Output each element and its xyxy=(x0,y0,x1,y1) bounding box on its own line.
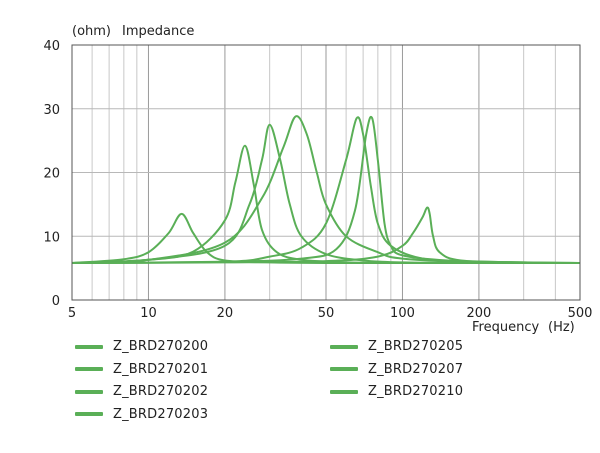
x-tick-label: 100 xyxy=(390,306,415,321)
series-lines xyxy=(71,115,581,265)
tick-labels: 5 10 20 50 100 200 500 0 10 20 30 40 xyxy=(43,39,592,321)
chart-title: Impedance xyxy=(122,24,194,39)
series-line-z_brd270203 xyxy=(71,115,581,264)
series-line-z_brd270210 xyxy=(71,206,581,264)
x-tick-label: 200 xyxy=(467,306,492,321)
x-tick-label: 500 xyxy=(568,306,593,321)
x-tick-label: 50 xyxy=(318,306,335,321)
y-tick-label: 0 xyxy=(52,294,60,309)
y-tick-label: 10 xyxy=(43,230,60,245)
x-axis-label: Frequency xyxy=(472,320,539,335)
series-line-z_brd270207 xyxy=(71,115,581,264)
y-tick-label: 30 xyxy=(43,103,60,118)
y-tick-label: 20 xyxy=(43,167,60,182)
x-tick-label: 20 xyxy=(217,306,234,321)
series-line-z_brd270202 xyxy=(71,123,581,265)
x-tick-label: 5 xyxy=(68,306,76,321)
y-tick-label: 40 xyxy=(43,39,60,54)
x-axis-unit: (Hz) xyxy=(548,320,575,335)
plot-frame xyxy=(71,44,581,301)
y-axis-unit: (ohm) xyxy=(72,24,111,39)
x-tick-label: 10 xyxy=(140,306,157,321)
